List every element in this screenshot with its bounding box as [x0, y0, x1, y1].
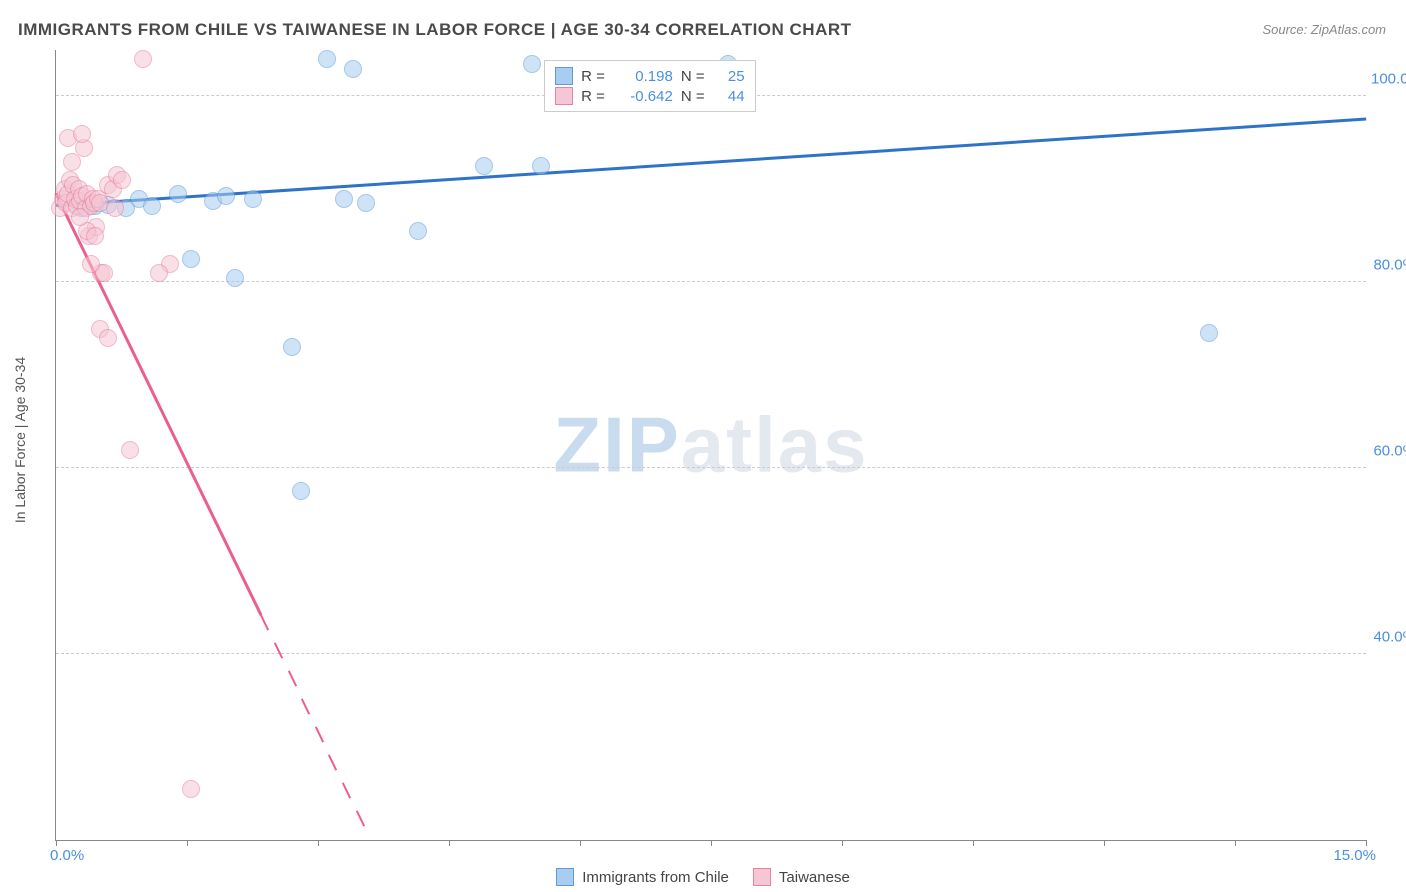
gridline	[56, 467, 1366, 468]
xlabel-max: 15.0%	[1333, 847, 1376, 864]
data-point	[217, 187, 235, 205]
n-label: N =	[681, 68, 705, 85]
xtick	[187, 840, 188, 846]
swatch-taiwanese	[753, 868, 771, 886]
chart-title: IMMIGRANTS FROM CHILE VS TAIWANESE IN LA…	[18, 20, 852, 40]
data-point	[143, 197, 161, 215]
xtick	[580, 840, 581, 846]
data-point	[134, 50, 152, 68]
data-point	[292, 482, 310, 500]
data-point	[532, 157, 550, 175]
legend-item-chile: Immigrants from Chile	[556, 868, 729, 886]
data-point	[244, 190, 262, 208]
legend-stats: R = 0.198 N = 25 R = -0.642 N = 44	[544, 60, 756, 112]
trendline	[261, 615, 270, 631]
yaxis-title: In Labor Force | Age 30-34	[12, 357, 28, 523]
plot-area: ZIPatlas 40.0%60.0%80.0%100.0%0.0%15.0%	[55, 50, 1366, 841]
legend-label-chile: Immigrants from Chile	[582, 869, 729, 886]
data-point	[63, 153, 81, 171]
data-point	[283, 338, 301, 356]
legend-stats-row: R = 0.198 N = 25	[555, 67, 745, 85]
source-label: Source: ZipAtlas.com	[1262, 22, 1386, 37]
correlation-chart: IMMIGRANTS FROM CHILE VS TAIWANESE IN LA…	[0, 0, 1406, 892]
swatch	[555, 87, 573, 105]
trendline	[342, 783, 351, 799]
xlabel-min: 0.0%	[50, 847, 84, 864]
ytick-label: 100.0%	[1371, 71, 1406, 88]
data-point	[409, 222, 427, 240]
legend-label-taiwanese: Taiwanese	[779, 869, 850, 886]
data-point	[121, 441, 139, 459]
data-point	[113, 171, 131, 189]
data-point	[82, 255, 100, 273]
swatch	[555, 67, 573, 85]
gridline	[56, 281, 1366, 282]
r-label: R =	[581, 88, 605, 105]
xtick	[449, 840, 450, 846]
trendline	[315, 727, 324, 743]
ytick-label: 40.0%	[1371, 629, 1406, 646]
trendline	[288, 671, 297, 687]
data-point	[150, 264, 168, 282]
gridline	[56, 653, 1366, 654]
xtick	[1235, 840, 1236, 846]
data-point	[523, 55, 541, 73]
r-value: -0.642	[613, 88, 673, 105]
data-point	[106, 199, 124, 217]
data-point	[99, 329, 117, 347]
xtick	[56, 840, 57, 846]
data-point	[1200, 324, 1218, 342]
data-point	[475, 157, 493, 175]
data-point	[86, 227, 104, 245]
r-label: R =	[581, 68, 605, 85]
trendline	[301, 699, 310, 715]
data-point	[335, 190, 353, 208]
data-point	[169, 185, 187, 203]
data-point	[344, 60, 362, 78]
legend-bottom: Immigrants from Chile Taiwanese	[0, 868, 1406, 886]
data-point	[226, 269, 244, 287]
trendline	[329, 755, 338, 771]
xtick	[318, 840, 319, 846]
trendline	[356, 811, 365, 827]
data-point	[71, 208, 89, 226]
trendline	[274, 643, 283, 659]
legend-item-taiwanese: Taiwanese	[753, 868, 850, 886]
xtick	[842, 840, 843, 846]
swatch-chile	[556, 868, 574, 886]
data-point	[182, 780, 200, 798]
ytick-label: 80.0%	[1371, 257, 1406, 274]
n-label: N =	[681, 88, 705, 105]
r-value: 0.198	[613, 68, 673, 85]
xtick	[711, 840, 712, 846]
xtick	[1366, 840, 1367, 846]
legend-stats-row: R = -0.642 N = 44	[555, 87, 745, 105]
data-point	[182, 250, 200, 268]
data-point	[318, 50, 336, 68]
xtick	[973, 840, 974, 846]
ytick-label: 60.0%	[1371, 443, 1406, 460]
watermark: ZIPatlas	[553, 400, 868, 491]
data-point	[73, 125, 91, 143]
n-value: 44	[713, 88, 745, 105]
data-point	[357, 194, 375, 212]
xtick	[1104, 840, 1105, 846]
n-value: 25	[713, 68, 745, 85]
